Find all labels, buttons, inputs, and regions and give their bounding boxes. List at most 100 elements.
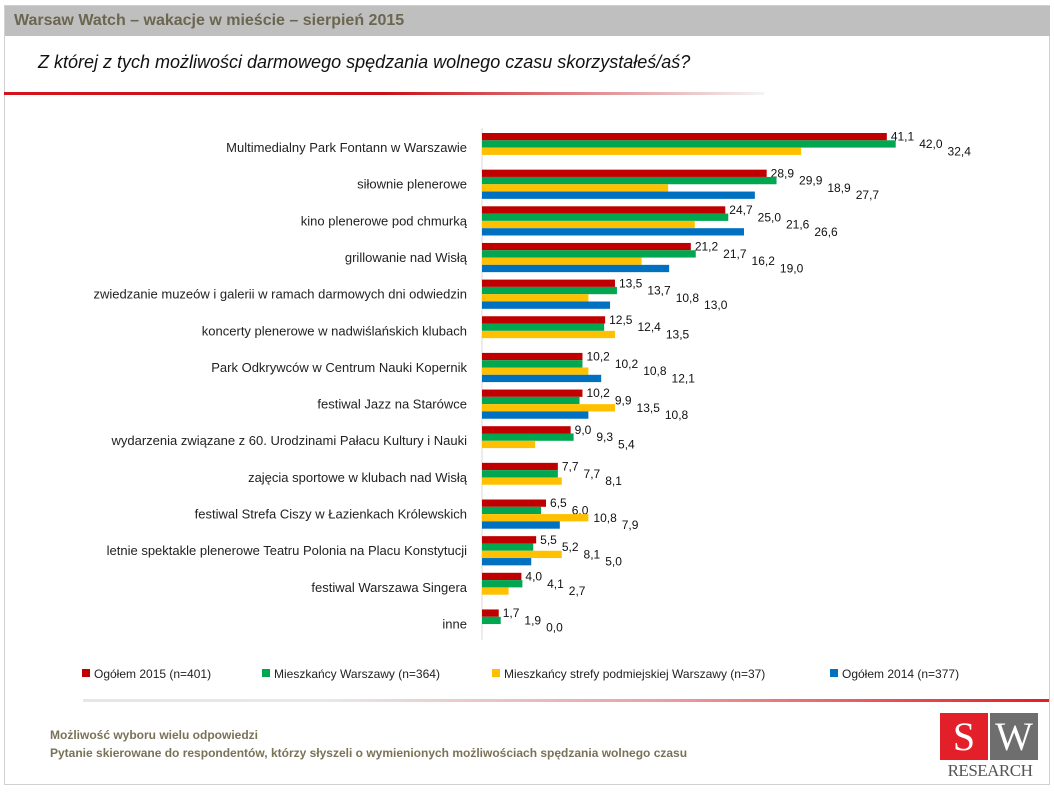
category-label: inne — [442, 616, 467, 631]
data-label: 7,7 — [562, 460, 579, 474]
bar — [482, 250, 696, 258]
bar — [482, 587, 509, 595]
data-label: 13,5 — [666, 328, 690, 342]
data-label: 10,2 — [586, 350, 610, 364]
bar — [482, 558, 532, 566]
bar — [482, 220, 695, 229]
category-label: letnie spektakle plenerowe Teatru Poloni… — [107, 543, 467, 558]
data-label: 1,9 — [524, 613, 541, 627]
legend-label: Ogółem 2015 (n=401) — [94, 667, 211, 681]
data-label: 6,5 — [550, 496, 567, 510]
legend-label: Mieszkańcy strefy podmiejskiej Warszawy … — [504, 667, 765, 681]
data-label: 29,9 — [799, 174, 823, 188]
data-label: 19,0 — [780, 262, 804, 276]
data-label: 5,5 — [540, 533, 557, 547]
category-label: Multimedialny Park Fontann w Warszawie — [226, 140, 467, 155]
footnote-2: Pytanie skierowane do respondentów, któr… — [50, 746, 688, 760]
bar — [482, 301, 611, 309]
bar — [482, 206, 726, 214]
logo-text: RESEARCH — [947, 761, 1033, 780]
chart-title: Z której z tych możliwości darmowego spę… — [38, 52, 691, 72]
legend-swatch — [492, 669, 500, 677]
bar-chart: Multimedialny Park Fontann w Warszawie 41… — [82, 128, 971, 681]
data-label: 27,7 — [856, 188, 880, 202]
data-label: 16,2 — [752, 254, 776, 268]
bar — [482, 470, 558, 478]
data-label: 9,3 — [596, 430, 613, 444]
bar — [482, 536, 537, 544]
sw-research-logo: S W RESEARCH — [940, 713, 1040, 780]
data-label: 21,7 — [723, 247, 747, 261]
data-label: 13,5 — [637, 401, 661, 415]
category-label: kino plenerowe pod chmurką — [301, 213, 468, 228]
bar — [482, 367, 589, 375]
footer-divider — [83, 699, 1049, 702]
footnote-1: Możliwość wyboru wielu odpowiedzi — [50, 728, 259, 742]
bar — [482, 133, 887, 141]
data-label: 10,2 — [586, 386, 610, 400]
bar — [482, 140, 896, 148]
data-label: 10,2 — [615, 357, 639, 371]
bar — [482, 440, 536, 449]
data-label: 10,8 — [676, 291, 700, 305]
data-label: 10,8 — [665, 408, 689, 422]
bar — [482, 191, 755, 199]
category-label: grillowanie nad Wisłą — [345, 250, 468, 265]
data-label: 5,0 — [605, 555, 622, 569]
data-label: 5,2 — [562, 540, 579, 554]
bar — [482, 462, 558, 471]
data-label: 7,7 — [584, 467, 601, 481]
logo-s: S — [940, 713, 988, 760]
bar — [482, 352, 583, 361]
legend-label: Ogółem 2014 (n=377) — [842, 667, 959, 681]
bar — [482, 147, 802, 155]
data-label: 42,0 — [919, 137, 943, 151]
data-label: 10,8 — [593, 511, 617, 525]
data-label: 1,7 — [503, 606, 520, 620]
category-label: festiwal Strefa Ciszy w Łazienkach Króle… — [195, 507, 467, 522]
data-label: 0,0 — [546, 621, 563, 635]
bar — [482, 323, 605, 331]
category-label: Park Odkrywców w Centrum Nauki Kopernik — [211, 360, 467, 375]
data-label: 13,5 — [619, 276, 643, 290]
data-label: 8,1 — [605, 474, 622, 488]
bar — [482, 242, 691, 251]
bar — [482, 360, 583, 368]
legend-swatch — [262, 669, 270, 677]
bar — [482, 396, 580, 405]
category-label: siłownie plenerowe — [357, 177, 467, 192]
bar — [482, 279, 615, 287]
data-label: 13,7 — [647, 284, 671, 298]
bar — [482, 616, 501, 625]
data-label: 21,2 — [695, 240, 719, 254]
bar — [482, 572, 522, 581]
legend-label: Mieszkańcy Warszawy (n=364) — [274, 667, 440, 681]
bar — [482, 521, 560, 529]
bar — [482, 330, 615, 339]
bar — [482, 213, 729, 221]
data-label: 4,0 — [525, 569, 542, 583]
legend-swatch — [82, 669, 90, 677]
bar — [482, 257, 642, 265]
bar — [482, 184, 669, 192]
bar — [482, 294, 589, 302]
logo-w: W — [990, 713, 1038, 760]
bar — [482, 316, 606, 324]
bar — [482, 169, 767, 177]
bar — [482, 499, 547, 507]
legend-swatch — [830, 669, 838, 677]
bar — [482, 264, 670, 273]
bar — [482, 286, 617, 295]
bar — [482, 543, 534, 551]
bar — [482, 426, 571, 434]
bar — [482, 228, 745, 236]
category-label: zwiedzanie muzeów i galerii w ramach dar… — [93, 287, 467, 302]
bar — [482, 580, 523, 588]
data-label: 12,1 — [672, 371, 696, 385]
data-label: 9,9 — [615, 394, 632, 408]
bar — [482, 374, 602, 383]
bar — [482, 411, 589, 419]
data-label: 21,6 — [786, 218, 810, 232]
data-label: 28,9 — [771, 166, 795, 180]
